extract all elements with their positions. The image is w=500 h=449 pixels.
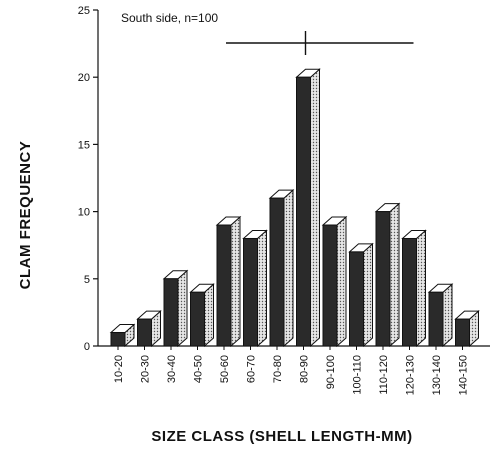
bar-front	[375, 211, 391, 347]
x-tick-label: 120-130	[405, 355, 417, 395]
bar	[295, 68, 321, 348]
bar-front	[163, 278, 179, 347]
x-tick-label: 10-20	[113, 355, 125, 383]
y-axis-label: CLAM FREQUENCY	[17, 141, 34, 290]
bar-front	[137, 318, 152, 347]
y-tick-label: 0	[84, 341, 90, 353]
bar-front	[216, 224, 232, 347]
range-marker	[226, 31, 414, 55]
bar-side	[204, 283, 214, 348]
x-tick-label: 80-90	[299, 355, 311, 383]
y-tick-label: 5	[84, 274, 90, 286]
y-tick-label: 10	[78, 207, 90, 219]
bar	[374, 202, 401, 348]
bar-front	[322, 224, 338, 347]
x-tick-label: 70-80	[272, 355, 284, 383]
x-axis-label: SIZE CLASS (SHELL LENGTH-MM)	[151, 428, 412, 445]
y-tick-label: 25	[78, 5, 90, 17]
bar	[427, 283, 454, 348]
x-tick-label: 50-60	[219, 355, 231, 383]
x-tick-label: 100-110	[352, 355, 364, 395]
bar-front	[296, 76, 311, 347]
bar	[268, 189, 295, 348]
bar-front	[455, 318, 470, 347]
x-tick-label: 140-150	[458, 355, 470, 395]
bar-side	[177, 269, 188, 348]
bar-front	[110, 332, 126, 347]
x-tick-label: 30-40	[166, 355, 178, 383]
bar-front	[243, 237, 258, 347]
bar-side	[363, 242, 373, 348]
bar	[162, 269, 189, 348]
bar-side	[310, 68, 320, 348]
bar	[401, 229, 427, 348]
bar	[136, 310, 162, 348]
bar	[321, 215, 348, 348]
bar-side	[442, 283, 453, 348]
y-axis: 0 5 10 15 20 25	[78, 5, 490, 353]
bar-side	[416, 229, 426, 348]
bar-front	[190, 291, 205, 347]
x-tick-label: 20-30	[140, 355, 152, 383]
bar	[454, 310, 480, 348]
x-tick-label: 60-70	[246, 355, 258, 383]
bar-side	[283, 189, 294, 348]
bars	[109, 68, 480, 348]
bar-front	[402, 237, 417, 347]
bar	[189, 283, 215, 348]
bar-front	[349, 251, 364, 347]
bar-front	[428, 291, 444, 347]
bar	[215, 215, 242, 348]
bar	[348, 242, 374, 348]
x-tick-label: 90-100	[325, 355, 337, 389]
y-tick-label: 15	[78, 139, 90, 151]
x-axis-ticks: 10-20 20-30 30-40 40-50 50-60 60-70 70-80 80-90…	[113, 346, 470, 395]
x-tick-label: 110-120	[378, 355, 390, 395]
bar	[109, 323, 136, 348]
bar-side	[230, 215, 241, 348]
bar-side	[257, 229, 267, 348]
bar	[242, 229, 268, 348]
y-tick-label: 20	[78, 72, 90, 84]
bar-side	[389, 202, 400, 348]
x-tick-label: 40-50	[193, 355, 205, 383]
bar-side	[336, 215, 347, 348]
x-tick-label: 130-140	[431, 355, 443, 395]
chart-annotation: South side, n=100	[121, 11, 218, 25]
bar-front	[269, 197, 285, 347]
